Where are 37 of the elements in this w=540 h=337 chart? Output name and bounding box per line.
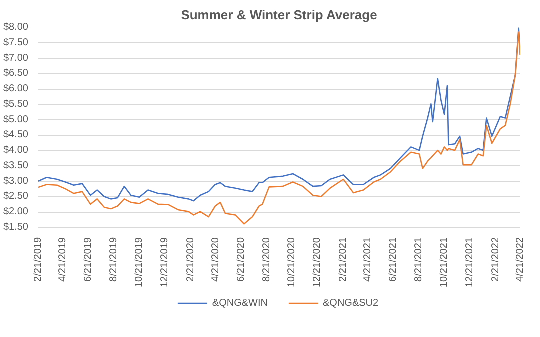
y-tick-label: $1.50 — [3, 222, 29, 233]
x-tick-label: 6/21/2021 — [388, 237, 400, 282]
x-tick-label: 2/21/2022 — [490, 237, 502, 282]
x-tick-label: 12/21/2019 — [159, 237, 170, 288]
y-tick-label: $5.00 — [3, 114, 29, 126]
x-tick-label: 4/21/2019 — [58, 237, 69, 282]
x-tick-label: 4/21/2021 — [362, 237, 374, 282]
legend-label: &QNG&SU2 — [322, 297, 379, 309]
x-tick-label: 4/21/2022 — [515, 237, 526, 282]
y-tick-label: $2.00 — [3, 206, 29, 218]
x-tick-label: 8/21/2020 — [261, 237, 272, 282]
x-tick-label: 12/21/2020 — [312, 237, 324, 288]
x-tick-label: 10/21/2021 — [439, 237, 450, 288]
y-tick-label: $8.00 — [3, 22, 29, 33]
y-tick-label: $3.00 — [3, 176, 29, 187]
y-tick-label: $4.00 — [3, 145, 29, 156]
y-tick-label: $6.00 — [3, 84, 29, 95]
y-tick-label: $4.50 — [3, 130, 29, 141]
x-tick-label: 10/21/2019 — [134, 237, 145, 288]
x-tick-label: 8/21/2021 — [414, 237, 425, 282]
y-tick-label: $5.50 — [3, 98, 29, 110]
x-tick-label: 2/21/2019 — [33, 237, 44, 282]
legend-label: &QNG&WIN — [212, 297, 268, 309]
x-tick-label: 12/21/2021 — [464, 237, 476, 288]
x-tick-label: 6/21/2019 — [83, 237, 94, 282]
x-tick-label: 6/21/2020 — [236, 237, 247, 282]
x-tick-label: 10/21/2020 — [286, 237, 298, 288]
x-tick-label: 8/21/2019 — [108, 237, 120, 282]
y-tick-label: $7.00 — [3, 52, 29, 64]
y-tick-label: $7.50 — [3, 37, 29, 48]
y-tick-label: $6.50 — [3, 68, 29, 80]
x-tick-label: 4/21/2020 — [210, 237, 222, 282]
x-tick-label: 2/21/2021 — [338, 237, 350, 282]
x-tick-label: 2/21/2020 — [185, 237, 196, 282]
y-tick-label: $3.50 — [3, 160, 29, 172]
chart-title: Summer & Winter Strip Average — [181, 8, 378, 22]
y-tick-label: $2.50 — [3, 191, 29, 202]
